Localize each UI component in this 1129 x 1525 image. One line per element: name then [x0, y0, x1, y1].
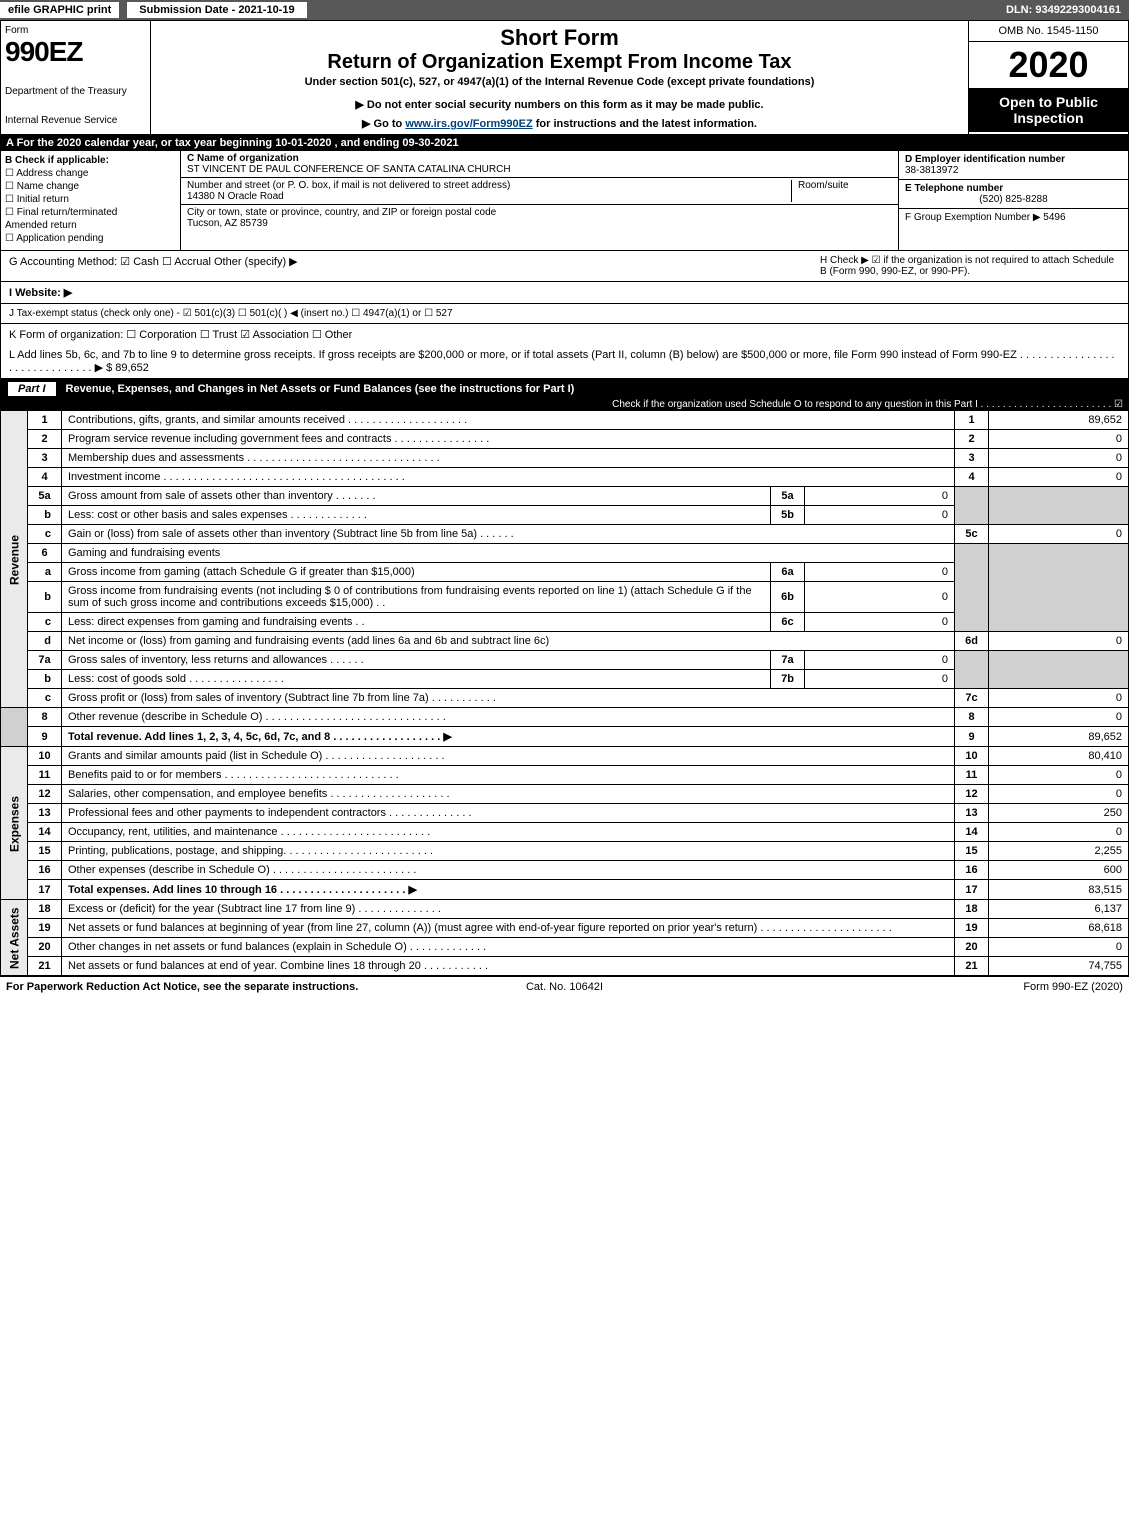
tax-year: 2020 [969, 42, 1128, 88]
lines-table: Revenue 1 Contributions, gifts, grants, … [0, 410, 1129, 976]
city-label: City or town, state or province, country… [187, 207, 892, 218]
form-header-left: Form 990EZ Department of the Treasury In… [1, 21, 151, 134]
dept-treasury: Department of the Treasury [5, 86, 146, 97]
phone-label: E Telephone number [905, 183, 1122, 194]
goto-pre: ▶ Go to [362, 118, 405, 130]
table-row: 2 Program service revenue including gove… [1, 430, 1129, 449]
table-row: 21 Net assets or fund balances at end of… [1, 957, 1129, 976]
row-a-tax-year: A For the 2020 calendar year, or tax yea… [0, 135, 1129, 151]
row-gh: G Accounting Method: ☑ Cash ☐ Accrual Ot… [0, 251, 1129, 282]
section-bcf: B Check if applicable: Address change Na… [0, 151, 1129, 251]
table-row: Net Assets 18 Excess or (deficit) for th… [1, 900, 1129, 919]
footer-right: Form 990-EZ (2020) [751, 981, 1123, 993]
table-row: 19 Net assets or fund balances at beginn… [1, 919, 1129, 938]
table-row: 3 Membership dues and assessments . . . … [1, 449, 1129, 468]
org-name-block: C Name of organization ST VINCENT DE PAU… [187, 153, 892, 175]
row-i-website: I Website: ▶ [0, 282, 1129, 304]
row-g: G Accounting Method: ☑ Cash ☐ Accrual Ot… [9, 255, 820, 277]
chk-final-return[interactable]: Final return/terminated [5, 207, 176, 218]
form-header: Form 990EZ Department of the Treasury In… [0, 20, 1129, 135]
row-l-gross-receipts: L Add lines 5b, 6c, and 7b to line 9 to … [0, 345, 1129, 379]
form-subtitle: Under section 501(c), 527, or 4947(a)(1)… [155, 76, 964, 88]
omb-number: OMB No. 1545-1150 [969, 21, 1128, 42]
revenue-section-label: Revenue [1, 411, 28, 708]
ssn-notice: ▶ Do not enter social security numbers o… [155, 98, 964, 111]
table-row: 12 Salaries, other compensation, and emp… [1, 785, 1129, 804]
line-desc: Contributions, gifts, grants, and simila… [62, 411, 955, 430]
table-row: 13 Professional fees and other payments … [1, 804, 1129, 823]
dln: DLN: 93492293004161 [998, 2, 1129, 18]
footer-left: For Paperwork Reduction Act Notice, see … [6, 981, 378, 993]
chk-application-pending[interactable]: Application pending [5, 233, 176, 244]
table-row: 7a Gross sales of inventory, less return… [1, 651, 1129, 670]
chk-address-change[interactable]: Address change [5, 168, 176, 179]
table-row: c Gain or (loss) from sale of assets oth… [1, 525, 1129, 544]
netassets-section-label: Net Assets [1, 900, 28, 976]
table-row: 5a Gross amount from sale of assets othe… [1, 487, 1129, 506]
col-def: D Employer identification number 38-3813… [898, 151, 1128, 250]
dept-irs: Internal Revenue Service [5, 115, 146, 126]
table-row: 16 Other expenses (describe in Schedule … [1, 861, 1129, 880]
room-label: Room/suite [792, 180, 892, 202]
footer-mid: Cat. No. 10642I [378, 981, 750, 993]
addr-block: Number and street (or P. O. box, if mail… [187, 180, 792, 202]
part-i-check: Check if the organization used Schedule … [0, 399, 1129, 410]
goto-link[interactable]: www.irs.gov/Form990EZ [405, 118, 532, 130]
chk-initial-return[interactable]: Initial return [5, 194, 176, 205]
open-to-public: Open to Public Inspection [969, 88, 1128, 132]
group-exemption: F Group Exemption Number ▶ 5496 [899, 209, 1128, 226]
table-row: c Gross profit or (loss) from sales of i… [1, 689, 1129, 708]
table-row: 20 Other changes in net assets or fund b… [1, 938, 1129, 957]
line-outnum: 1 [955, 411, 989, 430]
table-row: 14 Occupancy, rent, utilities, and maint… [1, 823, 1129, 842]
col-c: C Name of organization ST VINCENT DE PAU… [181, 151, 898, 250]
part-i-title: Revenue, Expenses, and Changes in Net As… [66, 383, 575, 395]
ein-block: D Employer identification number 38-3813… [899, 151, 1128, 180]
phone-block: E Telephone number (520) 825-8288 [899, 180, 1128, 209]
org-name-label: C Name of organization [187, 153, 892, 164]
chk-amended-return[interactable]: Amended return [5, 220, 176, 231]
part-i-header: Part I Revenue, Expenses, and Changes in… [0, 379, 1129, 399]
phone: (520) 825-8288 [905, 194, 1122, 205]
table-row: Expenses 10 Grants and similar amounts p… [1, 747, 1129, 766]
topbar: efile GRAPHIC print Submission Date - 20… [0, 0, 1129, 20]
table-row: 11 Benefits paid to or for members . . .… [1, 766, 1129, 785]
row-h: H Check ▶ ☑ if the organization is not r… [820, 255, 1120, 277]
form-title: Return of Organization Exempt From Incom… [155, 51, 964, 74]
form-header-right: OMB No. 1545-1150 2020 Open to Public In… [968, 21, 1128, 134]
col-b-label: B Check if applicable: [5, 155, 176, 166]
org-name: ST VINCENT DE PAUL CONFERENCE OF SANTA C… [187, 164, 892, 175]
city-block: City or town, state or province, country… [181, 205, 898, 231]
form-label: Form [5, 25, 146, 36]
table-row: 9 Total revenue. Add lines 1, 2, 3, 4, 5… [1, 727, 1129, 747]
ein-label: D Employer identification number [905, 154, 1122, 165]
line-outval: 89,652 [989, 411, 1129, 430]
table-row: 15 Printing, publications, postage, and … [1, 842, 1129, 861]
goto-post: for instructions and the latest informat… [533, 118, 757, 130]
table-row: 17 Total expenses. Add lines 10 through … [1, 880, 1129, 900]
table-row: 8 Other revenue (describe in Schedule O)… [1, 708, 1129, 727]
form-header-center: Short Form Return of Organization Exempt… [151, 21, 968, 134]
chk-name-change[interactable]: Name change [5, 181, 176, 192]
addr: 14380 N Oracle Road [187, 191, 791, 202]
table-row: Revenue 1 Contributions, gifts, grants, … [1, 411, 1129, 430]
table-row: 4 Investment income . . . . . . . . . . … [1, 468, 1129, 487]
form-number: 990EZ [5, 36, 146, 68]
short-form-label: Short Form [155, 25, 964, 51]
row-j-tax-status: J Tax-exempt status (check only one) - ☑… [0, 304, 1129, 324]
submission-date: Submission Date - 2021-10-19 [125, 0, 308, 20]
efile-label[interactable]: efile GRAPHIC print [0, 2, 119, 18]
addr-label: Number and street (or P. O. box, if mail… [187, 180, 791, 191]
table-row: d Net income or (loss) from gaming and f… [1, 632, 1129, 651]
col-b: B Check if applicable: Address change Na… [1, 151, 181, 250]
ein: 38-3813972 [905, 165, 1122, 176]
page-footer: For Paperwork Reduction Act Notice, see … [0, 976, 1129, 997]
table-row: 6 Gaming and fundraising events [1, 544, 1129, 563]
goto-line: ▶ Go to www.irs.gov/Form990EZ for instru… [155, 117, 964, 130]
city: Tucson, AZ 85739 [187, 218, 892, 229]
expenses-section-label: Expenses [1, 747, 28, 900]
line-num: 1 [28, 411, 62, 430]
part-i-label: Part I [8, 382, 56, 396]
row-k-form-org: K Form of organization: ☐ Corporation ☐ … [0, 324, 1129, 345]
